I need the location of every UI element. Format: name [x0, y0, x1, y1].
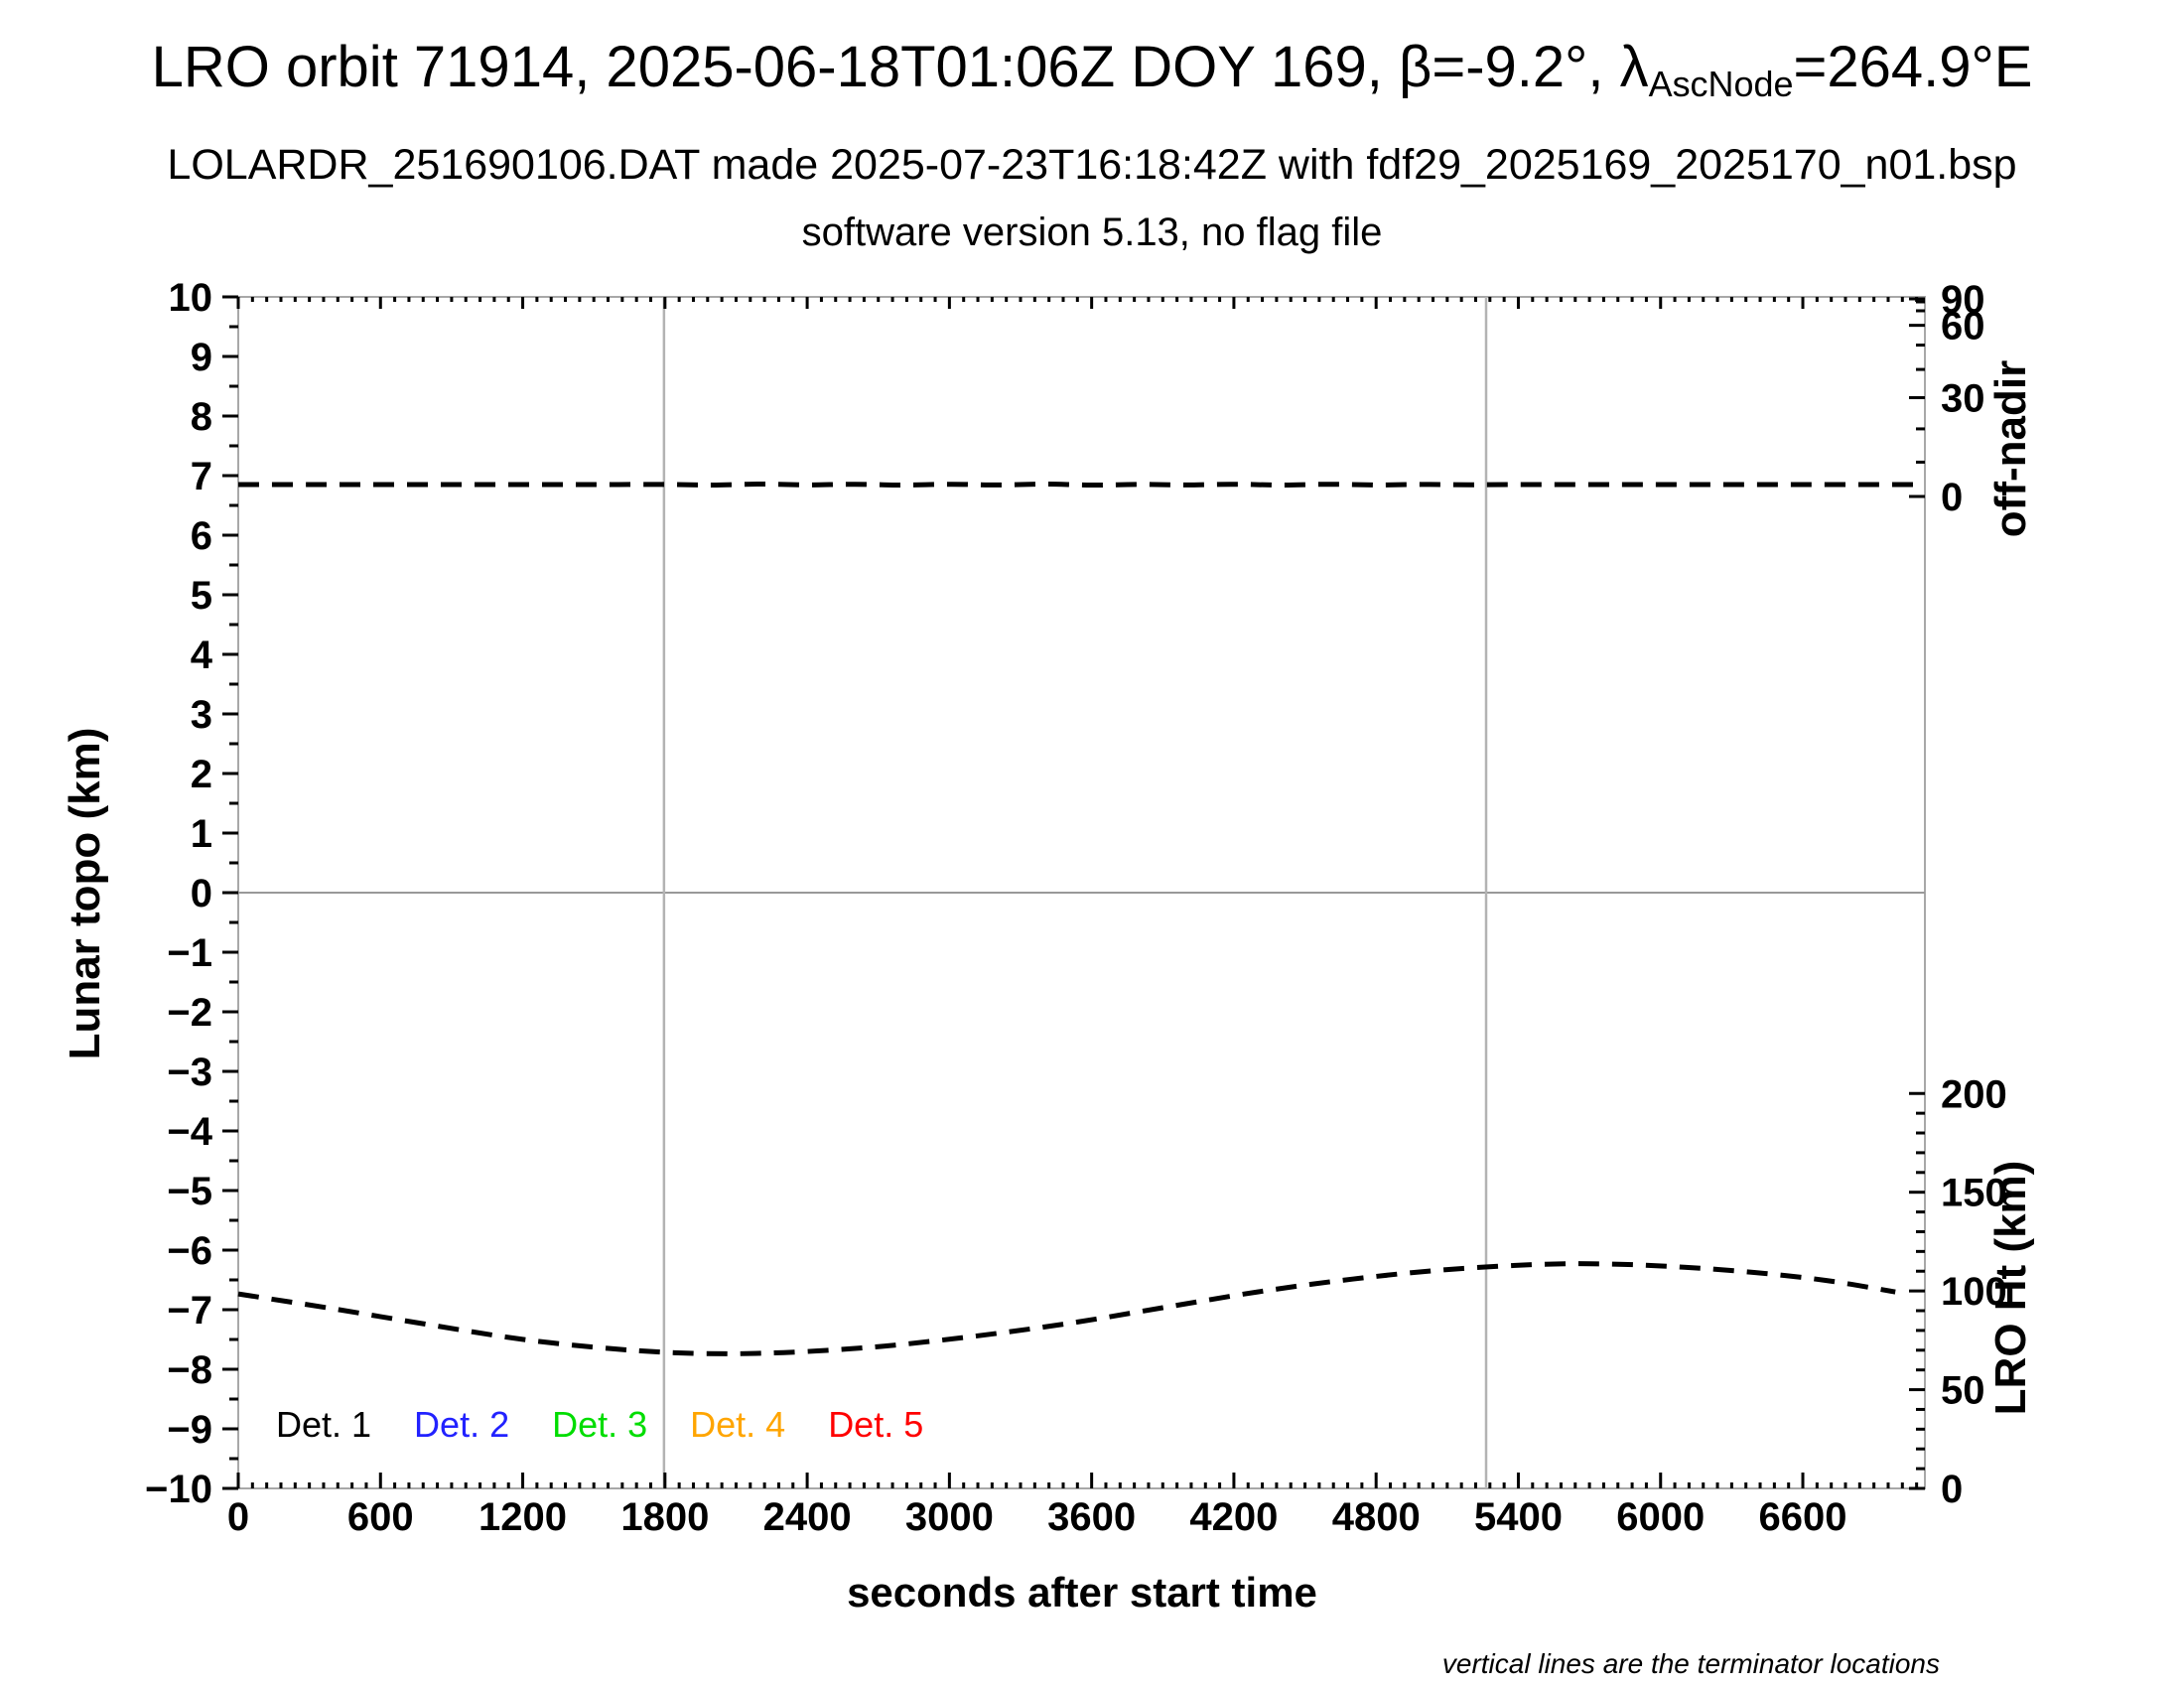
x-tick-label: 4200 — [1189, 1495, 1278, 1539]
x-tick-label: 6600 — [1759, 1495, 1847, 1539]
y-tick-label: 1 — [191, 812, 212, 856]
x-tick-label: 1800 — [620, 1495, 709, 1539]
y-tick-label: −10 — [145, 1468, 212, 1511]
subtitle-software-version: software version 5.13, no flag file — [801, 211, 1383, 254]
legend-item: Det. 4 — [690, 1404, 786, 1445]
y-tick-label: −7 — [167, 1289, 212, 1333]
y-tick-label: 4 — [191, 633, 213, 677]
x-axis-title: seconds after start time — [847, 1569, 1317, 1616]
legend-item: Det. 1 — [276, 1404, 372, 1445]
axis-ticks — [222, 295, 1925, 1490]
lro-height-series — [237, 1261, 1896, 1356]
y-tick-label: 5 — [191, 574, 212, 618]
legend-item: Det. 5 — [828, 1404, 924, 1445]
x-tick-label: 5400 — [1474, 1495, 1563, 1539]
y-tick-label: −9 — [167, 1408, 212, 1452]
y-tick-label: 0 — [191, 872, 212, 915]
title-subscript: AscNode — [1648, 64, 1794, 105]
offnadir-tick-label: 60 — [1941, 305, 1985, 349]
lroht-tick-label: 50 — [1941, 1369, 1985, 1413]
y-tick-label: −2 — [167, 991, 212, 1035]
lroht-tick-label: 200 — [1941, 1072, 2007, 1116]
x-tick-label: 600 — [347, 1495, 414, 1539]
x-tick-label: 4800 — [1332, 1495, 1421, 1539]
y-tick-label: 2 — [191, 753, 212, 796]
title-main: LRO orbit 71914, 2025-06-18T01:06Z DOY 1… — [151, 35, 1649, 99]
y-axis-title-lro-ht: LRO Ht (km) — [1986, 1161, 2035, 1416]
terminator-footnote: vertical lines are the terminator locati… — [1441, 1648, 1940, 1679]
y-tick-label: −6 — [167, 1229, 212, 1273]
y-tick-label: −4 — [167, 1110, 212, 1154]
offnadir-tick-label: 90 — [1941, 278, 1985, 322]
y-tick-label: −3 — [167, 1051, 212, 1094]
y-tick-label: 6 — [191, 514, 212, 558]
x-tick-label: 1200 — [478, 1495, 567, 1539]
y-tick-label: −8 — [167, 1348, 212, 1392]
x-tick-label: 6000 — [1616, 1495, 1705, 1539]
data-series — [237, 481, 1924, 1356]
y-tick-label: −5 — [167, 1170, 212, 1213]
y-tick-label: 3 — [191, 693, 212, 737]
y-tick-label: 10 — [169, 276, 213, 320]
y-tick-label: 7 — [191, 455, 212, 498]
off-nadir-series — [238, 481, 1924, 489]
y-axis-title-left: Lunar topo (km) — [61, 728, 109, 1060]
y-axis-title-offnadir: off-nadir — [1986, 360, 2035, 537]
page-title: LRO orbit 71914, 2025-06-18T01:06Z DOY 1… — [0, 34, 2184, 105]
lroht-tick-label: 100 — [1941, 1270, 2007, 1314]
lroht-tick-label: 150 — [1941, 1172, 2007, 1215]
offnadir-tick-label: 0 — [1941, 476, 1963, 519]
axis-tick-labels: 0 600 1200 1800 2400 3000 3600 4200 4800 5400 6000… — [145, 276, 2007, 1539]
title-suffix: =264.9°E — [1793, 35, 2033, 99]
x-tick-label: 2400 — [763, 1495, 852, 1539]
x-tick-label: 3600 — [1047, 1495, 1136, 1539]
x-tick-label: 0 — [227, 1495, 249, 1539]
y-tick-label: 9 — [191, 336, 212, 379]
lroht-tick-label: 0 — [1941, 1468, 1963, 1511]
y-tick-label: 8 — [191, 395, 212, 439]
legend-item: Det. 3 — [552, 1404, 648, 1445]
legend-item: Det. 2 — [414, 1404, 510, 1445]
legend: Det. 1 Det. 2 Det. 3 Det. 4 Det. 5 — [276, 1404, 923, 1446]
y-tick-label: −1 — [167, 931, 212, 975]
x-tick-label: 3000 — [905, 1495, 994, 1539]
subtitle-file-info: LOLARDR_251690106.DAT made 2025-07-23T16… — [167, 141, 2017, 189]
offnadir-tick-label: 30 — [1941, 376, 1985, 420]
guide-lines — [238, 297, 1925, 1488]
